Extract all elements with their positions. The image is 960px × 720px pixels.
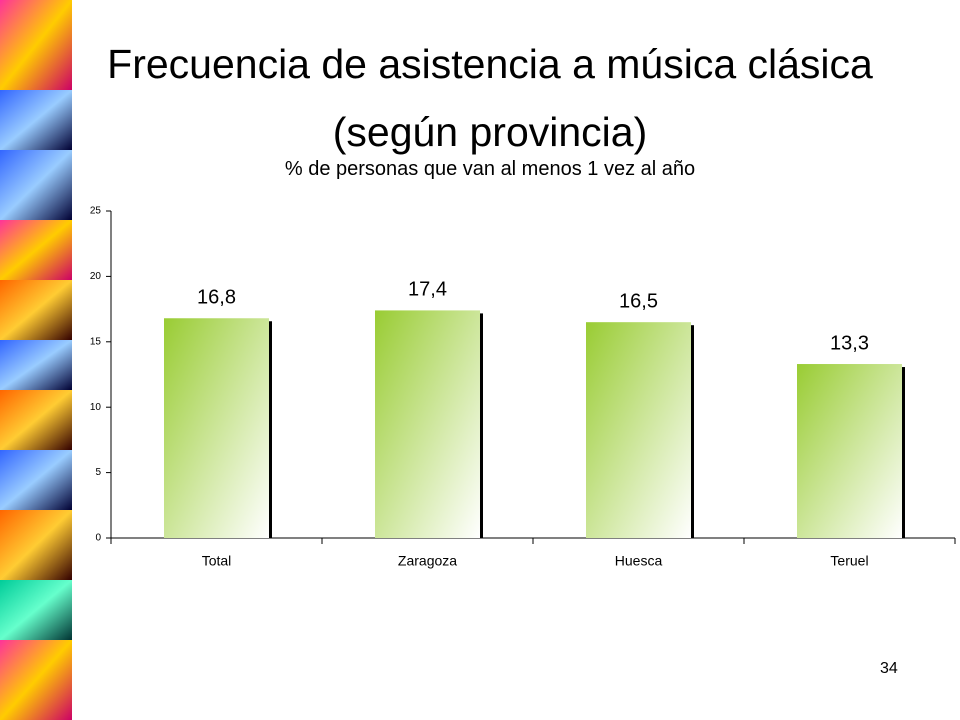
bar xyxy=(797,364,902,538)
bar-shadow xyxy=(691,325,694,538)
y-tick-label: 0 xyxy=(95,533,101,544)
x-tick-label: Zaragoza xyxy=(398,553,457,569)
x-tick-label: Huesca xyxy=(615,553,663,569)
bar-shadow xyxy=(480,313,483,538)
bar xyxy=(375,310,480,538)
y-tick-label: 25 xyxy=(90,206,102,217)
x-tick-label: Total xyxy=(202,553,232,569)
bar xyxy=(164,318,269,538)
y-tick-label: 10 xyxy=(90,402,102,413)
bar-shadow xyxy=(902,367,905,538)
bar xyxy=(586,322,691,538)
value-label: 17,4 xyxy=(408,279,447,301)
chart-title: Frecuencia de asistencia a música clásic… xyxy=(107,41,873,155)
chart-subtitle: % de personas que van al menos 1 vez al … xyxy=(284,158,696,180)
y-tick-label: 5 xyxy=(95,467,101,478)
decorative-strip xyxy=(0,0,72,720)
value-label: 13,3 xyxy=(830,332,869,354)
y-tick-label: 20 xyxy=(90,271,102,282)
value-label: 16,8 xyxy=(197,287,236,309)
bar-shadow xyxy=(269,321,272,538)
page-number: 34 xyxy=(880,660,898,677)
y-tick-label: 15 xyxy=(90,336,102,347)
x-tick-label: Teruel xyxy=(830,553,868,569)
value-label: 16,5 xyxy=(619,290,658,312)
